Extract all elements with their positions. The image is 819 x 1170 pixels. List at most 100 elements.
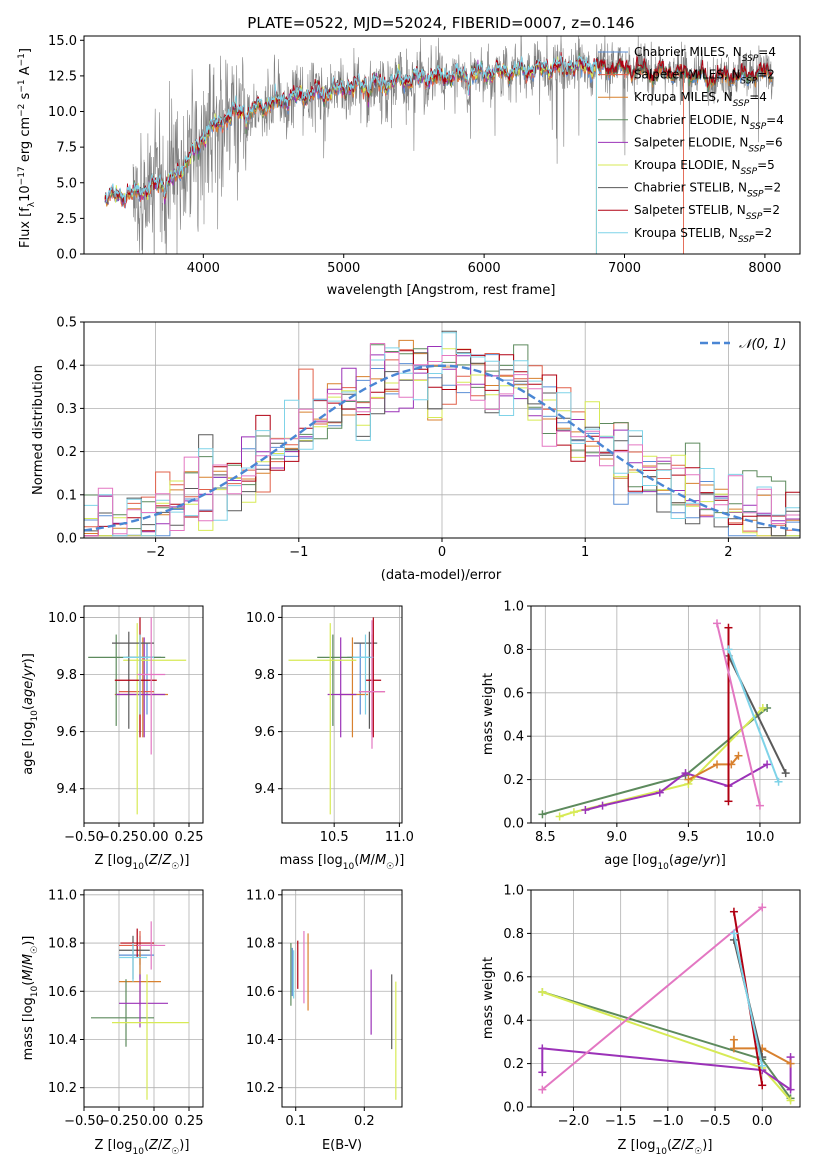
axes-frame bbox=[530, 889, 801, 1108]
x-tick-label: 6000 bbox=[468, 261, 501, 276]
x-tick-label: 0 bbox=[438, 545, 446, 560]
x-tick-label: 0.25 bbox=[175, 1114, 204, 1129]
x-tick-label: 7000 bbox=[608, 261, 641, 276]
ebv-mass-xlabel: E(B-V) bbox=[322, 1138, 362, 1153]
y-tick-label: 0.0 bbox=[503, 817, 524, 832]
z-weight-panel: −2.0 −1.5 −1.0 −0.5 0.0 0.0 0.2 0.4 0.6 0.8 1.0 bbox=[503, 884, 801, 1129]
x-tick-label: −0.25 bbox=[99, 1114, 139, 1129]
y-tick-label: 12.5 bbox=[48, 69, 77, 84]
y-tick-label: 10.8 bbox=[48, 937, 77, 952]
y-tick-label: 10.0 bbox=[48, 105, 77, 120]
y-tick-label: 10.4 bbox=[246, 1033, 275, 1048]
x-tick-label: 11.0 bbox=[385, 830, 414, 845]
y-tick-label: 0.2 bbox=[503, 773, 524, 788]
x-tick-label: −1.0 bbox=[652, 1114, 684, 1129]
z-age-ylabel: age [log10(age/yr)] bbox=[21, 653, 40, 775]
age-weight-ylabel: mass weight bbox=[481, 673, 496, 755]
mass-age-panel-plot-area bbox=[288, 617, 386, 815]
x-tick-label: 0.1 bbox=[285, 1114, 306, 1129]
gaussian-curve bbox=[84, 364, 800, 532]
z-weight-ylabel: mass weight bbox=[481, 957, 496, 1039]
weight-line-salpeter_elodie bbox=[541, 1047, 792, 1092]
legend-label: Kroupa STELIB, NSSP=2 bbox=[634, 226, 772, 245]
spectrum-legend: Chabrier MILES, NSSP=4 Salpeter MILES, NS… bbox=[598, 45, 784, 245]
y-tick-label: 9.8 bbox=[56, 668, 77, 683]
legend-label: Salpeter MILES, NSSP=2 bbox=[634, 68, 775, 87]
axes-frame bbox=[83, 35, 801, 255]
model-kroupa_stelib bbox=[104, 55, 597, 254]
y-tick-label: 0.6 bbox=[503, 970, 524, 985]
legend-label: Salpeter ELODIE, NSSP=6 bbox=[634, 135, 783, 154]
weight-line-kroupa_elodie bbox=[541, 991, 792, 1102]
x-tick-label: −1 bbox=[289, 545, 308, 560]
y-tick-label: 0.0 bbox=[56, 248, 77, 263]
histogram-panel: −2 −1 0 1 2 0.0 0.1 0.2 0.3 0.4 0.5 bbox=[56, 316, 801, 560]
legend-label: Kroupa MILES, NSSP=4 bbox=[634, 90, 767, 109]
weight-line-kroupa_elodie bbox=[559, 707, 764, 818]
y-tick-label: 0.4 bbox=[56, 359, 77, 374]
histogram-panel-plot-area bbox=[84, 330, 800, 537]
axes-frame bbox=[530, 605, 801, 824]
histogram-kroupa_stelib bbox=[84, 332, 800, 537]
x-tick-label: 4000 bbox=[187, 261, 220, 276]
axes-frame bbox=[83, 605, 204, 824]
z-age-panel: −0.50−0.25 0.00 0.25 9.4 9.6 9.8 10.0 bbox=[48, 605, 204, 845]
x-tick-label: 0.00 bbox=[140, 830, 169, 845]
y-tick-label: 10.6 bbox=[48, 985, 77, 1000]
x-tick-label: −0.5 bbox=[699, 1114, 731, 1129]
weight-line-pink bbox=[541, 906, 763, 1091]
y-tick-label: 1.0 bbox=[503, 600, 524, 615]
y-tick-label: 0.4 bbox=[503, 730, 524, 745]
y-tick-label: 0.5 bbox=[56, 316, 77, 331]
z-weight-xlabel: Z [log10(Z/Z☉)] bbox=[618, 1138, 713, 1157]
spectrum-title: PLATE=0522, MJD=52024, FIBERID=0007, z=0… bbox=[247, 14, 634, 32]
z-mass-panel: −0.50−0.25 0.00 0.25 10.2 10.4 10.6 10.8 11.0 bbox=[48, 888, 204, 1129]
x-tick-label: −1.5 bbox=[605, 1114, 637, 1129]
histogram-pink bbox=[84, 343, 800, 537]
axes-frame bbox=[281, 605, 403, 824]
x-tick-label: 10.0 bbox=[745, 830, 774, 845]
z-age-xlabel: Z [log10(Z/Z☉)] bbox=[95, 853, 190, 872]
x-tick-label: 10.5 bbox=[320, 830, 349, 845]
y-tick-label: 9.4 bbox=[254, 782, 275, 797]
ebv-mass-panel: 0.1 0.2 10.2 10.4 10.6 10.8 11.0 bbox=[246, 888, 403, 1129]
weight-line-kroupa_stelib bbox=[732, 933, 764, 1067]
y-tick-label: 7.5 bbox=[56, 141, 77, 156]
x-tick-label: 0.00 bbox=[140, 1114, 169, 1129]
y-tick-label: 9.6 bbox=[254, 725, 275, 740]
y-tick-label: 10.2 bbox=[246, 1081, 275, 1096]
weight-line-kroupa_miles bbox=[732, 1039, 792, 1065]
y-tick-label: 9.8 bbox=[254, 668, 275, 683]
spectrum-panel-plot-area bbox=[104, 36, 774, 254]
spectrum-ylabel: Flux [fλ10−17 erg cm−2 s−1 A−1] bbox=[17, 48, 37, 248]
x-tick-label: 8000 bbox=[748, 261, 781, 276]
y-tick-label: 11.0 bbox=[246, 888, 275, 903]
ebv-mass-panel-plot-area bbox=[290, 930, 397, 1100]
y-tick-label: 10.2 bbox=[48, 1081, 77, 1096]
x-tick-label: −2 bbox=[146, 545, 165, 560]
histogram-legend: 𝒩(0, 1) bbox=[700, 337, 786, 352]
legend-label: Chabrier ELODIE, NSSP=4 bbox=[634, 113, 784, 132]
x-tick-label: 2 bbox=[724, 545, 732, 560]
z-mass-ylabel: mass [log10(M/M☉)] bbox=[21, 936, 40, 1061]
y-tick-label: 0.2 bbox=[56, 445, 77, 460]
legend-label: Salpeter STELIB, NSSP=2 bbox=[634, 203, 780, 222]
x-tick-label: −0.25 bbox=[99, 830, 139, 845]
y-tick-label: 10.8 bbox=[246, 937, 275, 952]
y-tick-label: 0.8 bbox=[503, 927, 524, 942]
legend-label: Kroupa ELODIE, NSSP=5 bbox=[634, 158, 775, 177]
legend-label: 𝒩(0, 1) bbox=[739, 337, 786, 352]
spectrum-xlabel: wavelength [Angstrom, rest frame] bbox=[327, 283, 556, 298]
y-tick-label: 9.4 bbox=[56, 782, 77, 797]
y-tick-label: 10.0 bbox=[246, 611, 275, 626]
y-tick-label: 10.4 bbox=[48, 1033, 77, 1048]
age-weight-panel-plot-area bbox=[538, 619, 790, 821]
x-tick-label: 1 bbox=[581, 545, 589, 560]
z-weight-panel-plot-area bbox=[538, 903, 795, 1105]
weight-line-pink bbox=[716, 623, 761, 806]
spectrum-panel: 4000 5000 6000 7000 8000 0.0 2.5 5.0 7.5 10.0 12.5… bbox=[48, 34, 801, 276]
y-tick-label: 0.1 bbox=[56, 488, 77, 503]
legend-label: Chabrier MILES, NSSP=4 bbox=[634, 45, 776, 64]
x-tick-label: −0.50 bbox=[64, 830, 104, 845]
y-tick-label: 10.0 bbox=[48, 611, 77, 626]
